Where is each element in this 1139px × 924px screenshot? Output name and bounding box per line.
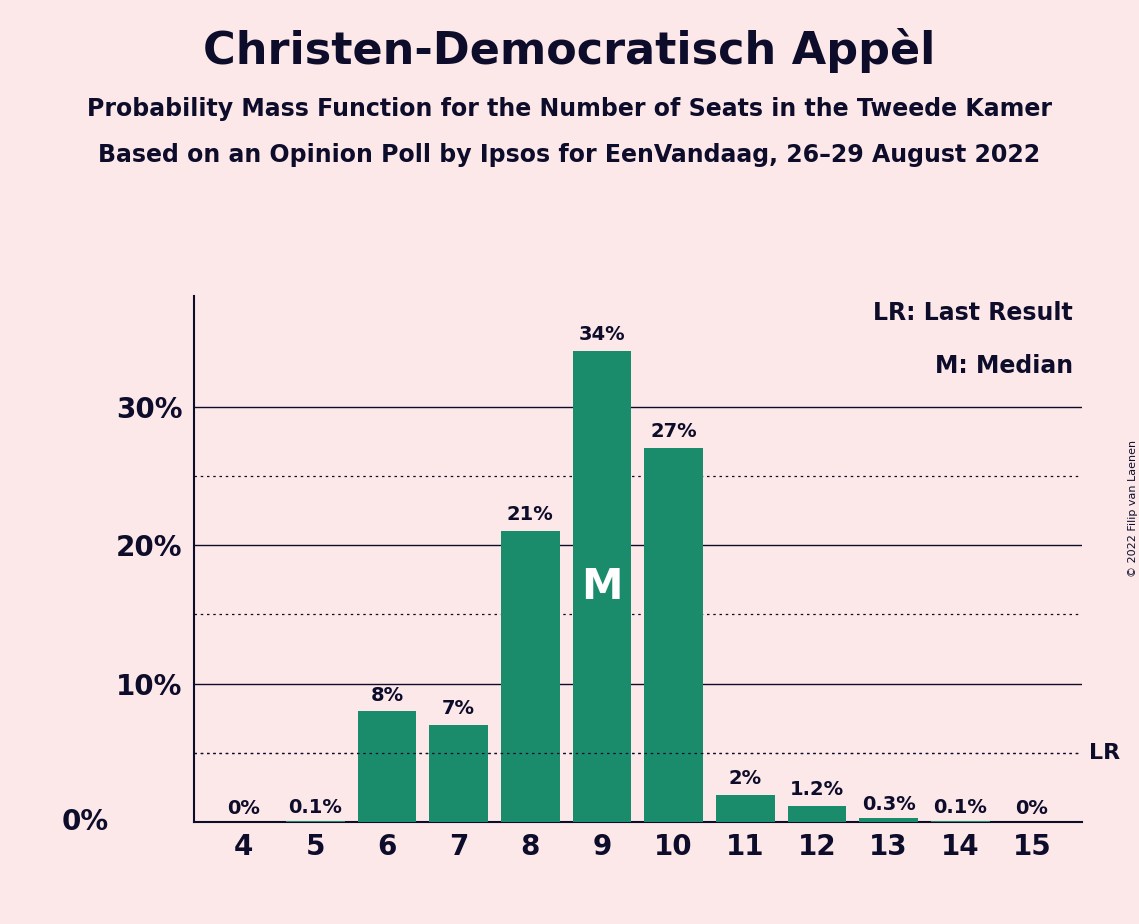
Bar: [286, 821, 345, 822]
Text: M: Median: M: Median: [935, 354, 1073, 378]
Text: 8%: 8%: [370, 686, 403, 704]
Bar: [859, 819, 918, 822]
Text: 0.3%: 0.3%: [862, 795, 916, 814]
Text: 0%: 0%: [63, 808, 109, 836]
Text: 7%: 7%: [442, 699, 475, 719]
Text: 34%: 34%: [579, 325, 625, 345]
Text: 0.1%: 0.1%: [288, 797, 343, 817]
Bar: [931, 821, 990, 822]
Text: LR: LR: [1089, 743, 1120, 763]
Bar: [429, 725, 489, 822]
Text: 21%: 21%: [507, 505, 554, 525]
Bar: [501, 531, 559, 822]
Text: 27%: 27%: [650, 422, 697, 442]
Bar: [787, 806, 846, 822]
Text: © 2022 Filip van Laenen: © 2022 Filip van Laenen: [1129, 440, 1138, 577]
Bar: [716, 795, 775, 822]
Text: M: M: [581, 565, 623, 608]
Text: Probability Mass Function for the Number of Seats in the Tweede Kamer: Probability Mass Function for the Number…: [87, 97, 1052, 121]
Text: 1.2%: 1.2%: [789, 780, 844, 798]
Bar: [573, 351, 631, 822]
Text: 2%: 2%: [729, 769, 762, 787]
Text: 0%: 0%: [1016, 799, 1048, 819]
Text: Christen-Democratisch Appèl: Christen-Democratisch Appèl: [204, 28, 935, 73]
Text: LR: Last Result: LR: Last Result: [874, 301, 1073, 325]
Text: 0.1%: 0.1%: [933, 797, 988, 817]
Text: 0%: 0%: [228, 799, 260, 819]
Text: Based on an Opinion Poll by Ipsos for EenVandaag, 26–29 August 2022: Based on an Opinion Poll by Ipsos for Ee…: [98, 143, 1041, 167]
Bar: [645, 448, 703, 822]
Bar: [358, 711, 417, 822]
